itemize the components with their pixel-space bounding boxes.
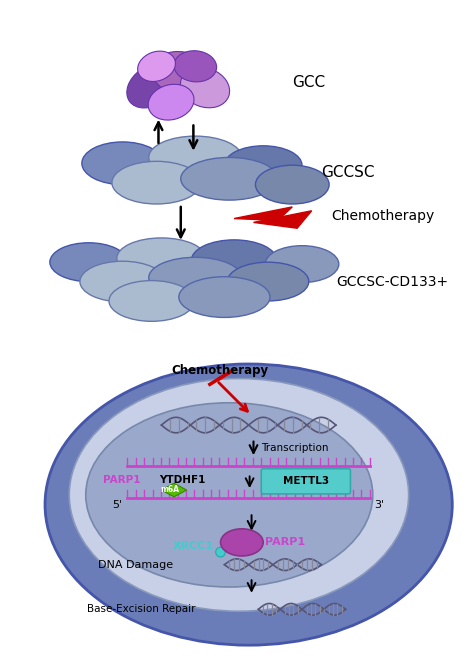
Ellipse shape xyxy=(86,402,373,587)
Ellipse shape xyxy=(181,157,278,200)
Text: Chemotherapy: Chemotherapy xyxy=(331,209,434,223)
Ellipse shape xyxy=(148,84,194,120)
Ellipse shape xyxy=(149,257,242,298)
Text: PARP1: PARP1 xyxy=(103,475,141,485)
Ellipse shape xyxy=(112,161,201,204)
Ellipse shape xyxy=(80,261,165,302)
FancyBboxPatch shape xyxy=(261,469,350,494)
Ellipse shape xyxy=(255,165,329,204)
Ellipse shape xyxy=(179,276,270,318)
Text: METTL3: METTL3 xyxy=(283,476,329,486)
Polygon shape xyxy=(254,211,312,228)
Text: 5': 5' xyxy=(113,500,123,510)
Text: Transcription: Transcription xyxy=(261,444,329,453)
Ellipse shape xyxy=(82,142,164,184)
Ellipse shape xyxy=(174,51,217,82)
Ellipse shape xyxy=(265,246,339,282)
Ellipse shape xyxy=(50,243,128,282)
Text: DNA Damage: DNA Damage xyxy=(98,560,173,570)
Ellipse shape xyxy=(117,238,206,278)
Text: XRCC1: XRCC1 xyxy=(173,541,214,551)
Text: GCC: GCC xyxy=(292,76,326,90)
Ellipse shape xyxy=(69,379,409,611)
Ellipse shape xyxy=(224,146,302,184)
Ellipse shape xyxy=(220,529,263,556)
Ellipse shape xyxy=(181,68,229,108)
Ellipse shape xyxy=(149,136,242,179)
Ellipse shape xyxy=(228,262,309,301)
Text: YTDHF1: YTDHF1 xyxy=(159,475,206,485)
Ellipse shape xyxy=(137,51,175,82)
Text: GCCSC-CD133+: GCCSC-CD133+ xyxy=(336,274,448,288)
Polygon shape xyxy=(161,483,187,497)
Text: GCCSC: GCCSC xyxy=(321,166,375,180)
Ellipse shape xyxy=(152,52,210,95)
Ellipse shape xyxy=(45,364,452,645)
Text: PARP1: PARP1 xyxy=(265,538,305,548)
Ellipse shape xyxy=(127,64,176,108)
Ellipse shape xyxy=(191,240,277,280)
Text: Chemotherapy: Chemotherapy xyxy=(171,364,268,377)
Text: Base-Excision Repair: Base-Excision Repair xyxy=(87,604,195,615)
Ellipse shape xyxy=(216,547,225,557)
Text: m6A: m6A xyxy=(161,485,180,493)
Text: 3': 3' xyxy=(374,500,384,510)
Ellipse shape xyxy=(109,280,194,322)
Polygon shape xyxy=(234,207,292,221)
